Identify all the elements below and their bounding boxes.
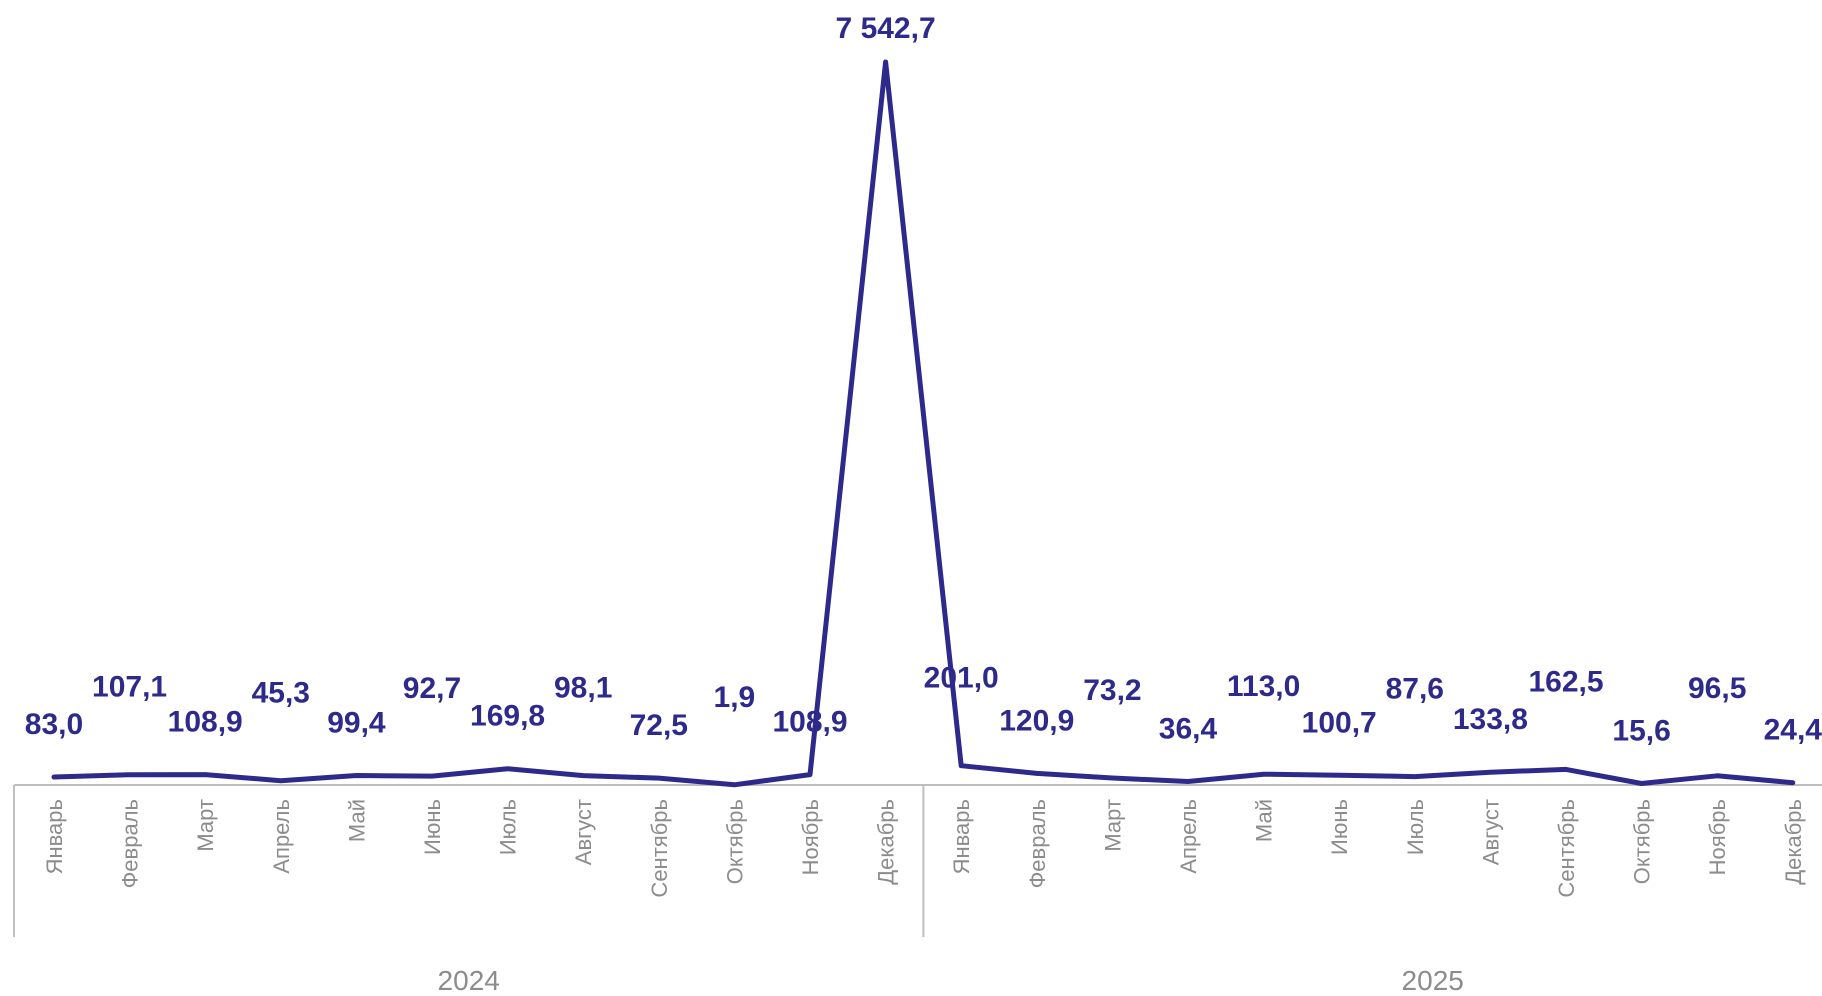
month-tick-label: Январь — [42, 799, 67, 874]
data-label: 108,9 — [168, 706, 243, 739]
data-labels: 83,0107,1108,945,399,492,7169,898,172,51… — [25, 12, 1822, 748]
month-tick-label: Октябрь — [722, 799, 747, 884]
month-tick-label: Июль — [496, 799, 521, 855]
data-label: 162,5 — [1528, 665, 1603, 698]
month-tick-label: Август — [571, 799, 596, 865]
data-label: 169,8 — [470, 700, 545, 733]
month-tick-label: Декабрь — [874, 799, 899, 885]
month-tick-label: Август — [1478, 799, 1503, 865]
data-label: 72,5 — [630, 709, 688, 742]
month-tick-label: Июль — [1403, 799, 1428, 855]
month-tick-label: Октябрь — [1630, 799, 1655, 884]
month-tick-label: Февраль — [118, 799, 143, 888]
series-line — [51, 59, 1796, 788]
data-label: 120,9 — [999, 704, 1074, 737]
data-label: 113,0 — [1227, 670, 1300, 703]
data-label: 36,4 — [1159, 713, 1218, 746]
month-tick-label: Ноябрь — [1705, 799, 1730, 875]
data-label: 15,6 — [1612, 715, 1670, 748]
data-label: 201,0 — [924, 662, 999, 695]
data-label: 108,9 — [772, 706, 847, 739]
data-label: 100,7 — [1302, 706, 1377, 739]
month-tick-label: Май — [344, 799, 369, 842]
data-label: 83,0 — [25, 708, 83, 741]
data-label: 92,7 — [403, 672, 461, 705]
month-tick-label: Март — [1100, 799, 1125, 852]
month-tick-label: Май — [1252, 799, 1277, 842]
series-line-group — [51, 59, 1796, 788]
month-tick-label: Июнь — [420, 799, 445, 855]
year-label: 2024 — [438, 965, 500, 996]
month-tick-label: Ноябрь — [798, 799, 823, 875]
x-axis: Январь Февраль Март Апрель Май Июнь Июль Август… — [13, 784, 1822, 996]
data-label: 99,4 — [327, 706, 386, 739]
month-tick-label: Сентябрь — [1554, 799, 1579, 898]
data-label: 73,2 — [1083, 674, 1141, 707]
data-label: 24,4 — [1764, 714, 1822, 747]
month-tick-label: Июнь — [1327, 799, 1352, 855]
month-tick-label: Февраль — [1025, 799, 1050, 888]
data-label: 1,9 — [714, 681, 756, 714]
data-label: 133,8 — [1453, 703, 1528, 736]
month-tick-label: Апрель — [1176, 799, 1201, 874]
data-label: 98,1 — [554, 672, 612, 705]
data-label: 87,6 — [1386, 673, 1444, 706]
data-label: 45,3 — [252, 677, 310, 710]
month-tick-label: Январь — [949, 799, 974, 874]
data-label: 107,1 — [92, 671, 167, 704]
month-tick-label: Декабрь — [1781, 799, 1806, 885]
data-label: 7 542,7 — [836, 12, 936, 45]
month-tick-label: Март — [193, 799, 218, 852]
data-label: 96,5 — [1688, 672, 1746, 705]
month-tick-label: Сентябрь — [647, 799, 672, 898]
year-label: 2025 — [1402, 965, 1464, 996]
month-tick-label: Апрель — [269, 799, 294, 874]
